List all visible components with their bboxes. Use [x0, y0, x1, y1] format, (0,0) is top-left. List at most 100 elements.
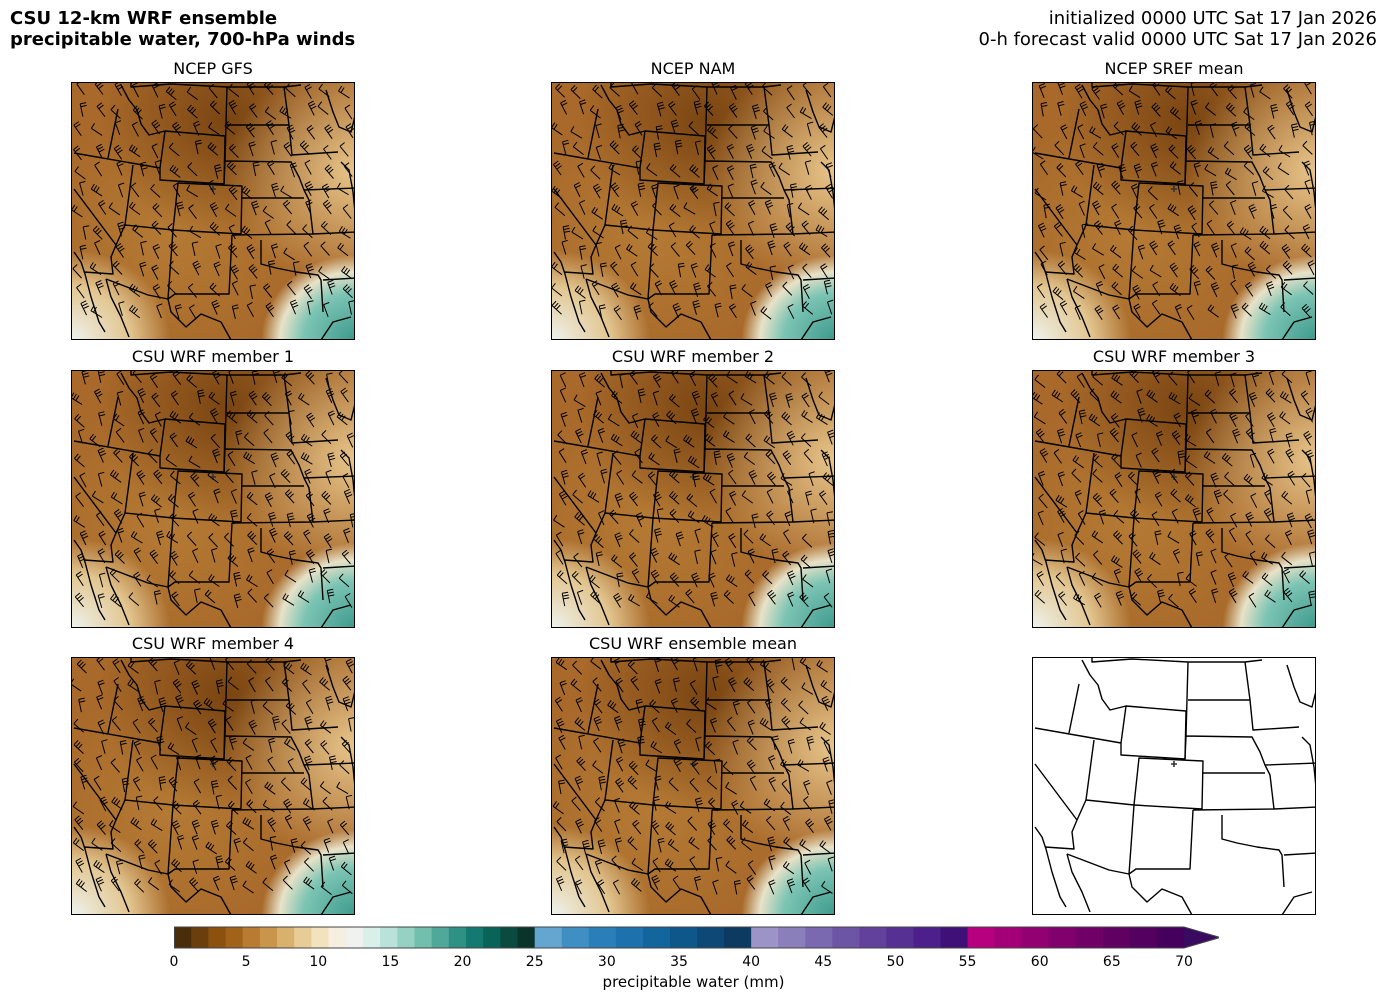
wind-barb [1282, 205, 1293, 221]
wind-barb [711, 82, 720, 95]
wind-barb [558, 734, 566, 750]
wind-barb [283, 798, 293, 814]
wind-barb [727, 469, 737, 485]
wind-barb [151, 220, 162, 235]
wind-barb [226, 161, 237, 176]
wind-barb [1150, 161, 1159, 177]
wind-barb [173, 659, 180, 675]
wind-barb [345, 658, 355, 674]
wind-barb [614, 244, 622, 260]
wind-barb [303, 876, 315, 890]
colorbar-swatch [483, 927, 501, 948]
wind-barb [1230, 279, 1239, 295]
wind-barb [323, 508, 331, 524]
panel-title: CSU WRF member 2 [611, 347, 775, 366]
wind-barb [781, 779, 791, 795]
wind-barb [74, 815, 84, 831]
wind-barb [555, 657, 568, 671]
colorbar-tick-label: 30 [597, 954, 616, 970]
wind-barb [1113, 121, 1124, 136]
wind-barb [185, 435, 198, 449]
wind-barb [336, 411, 348, 426]
wind-barb [1032, 391, 1043, 405]
wind-barb [170, 470, 181, 485]
wind-barb [620, 219, 628, 235]
wind-barb [573, 182, 582, 198]
wind-barb [729, 490, 737, 506]
wind-barb [224, 120, 236, 135]
wind-barb [304, 468, 312, 484]
wind-barb [211, 547, 218, 563]
panel-frame [71, 82, 355, 340]
wind-barb [270, 139, 277, 155]
wind-barb [136, 756, 144, 772]
wind-barb [192, 859, 199, 875]
wind-barb [1151, 447, 1160, 463]
wind-barb [1209, 408, 1218, 424]
wind-barb [1132, 284, 1142, 300]
wind-barb [249, 284, 256, 300]
wind-barb [251, 470, 258, 485]
wind-barb [282, 199, 293, 215]
wind-barb [633, 304, 642, 320]
wind-barb [110, 758, 120, 773]
wind-barb [627, 660, 638, 675]
wind-barb [267, 160, 275, 175]
wind-barb [650, 547, 659, 563]
colorbar-swatch [615, 927, 644, 948]
wind-barb [571, 226, 584, 240]
wind-barb [1302, 224, 1311, 240]
wind-barb [780, 698, 791, 713]
wind-barb [90, 123, 103, 136]
wind-barb [282, 875, 293, 890]
wind-barb [666, 410, 677, 425]
wind-barb [341, 549, 351, 565]
wind-barb [614, 837, 623, 853]
wind-barbs [551, 82, 835, 321]
title-line-2: precipitable water, 700-hPa winds [10, 29, 356, 50]
wind-barb [771, 735, 780, 751]
wind-barb [745, 261, 757, 276]
wind-barb [212, 875, 221, 891]
wind-barb [304, 857, 314, 872]
wind-barb [1171, 430, 1181, 445]
wind-barb [1070, 185, 1083, 198]
wind-barb [580, 449, 589, 465]
wind-barb [128, 592, 140, 606]
wind-barb [129, 304, 141, 319]
wind-barb [703, 101, 714, 116]
wind-barb [1170, 488, 1181, 503]
wind-barb [635, 160, 643, 175]
wind-barb [805, 490, 813, 506]
wind-barb [768, 879, 776, 895]
wind-barb [551, 300, 562, 315]
wind-barb [82, 225, 90, 240]
wind-barb [1282, 568, 1291, 584]
wind-barb [1088, 413, 1101, 427]
wind-barb [651, 434, 662, 449]
wind-barb [269, 473, 276, 489]
wind-barb [612, 879, 621, 895]
panel-frame [1032, 370, 1316, 628]
wind-barb [731, 552, 738, 567]
wind-barb [558, 490, 568, 506]
wind-barb [687, 510, 700, 524]
wind-barb [1165, 85, 1176, 100]
wind-barb [1227, 84, 1237, 100]
colorbar-swatch [913, 927, 942, 948]
wind-barb [1169, 468, 1179, 484]
wind-barb [110, 104, 121, 119]
wind-barb [647, 241, 658, 256]
wind-barb [707, 836, 717, 851]
wind-barb [652, 201, 662, 216]
panel-title: CSU WRF member 1 [131, 347, 295, 366]
wind-barb [326, 372, 333, 388]
wind-barb [1242, 570, 1254, 584]
wind-barb [801, 372, 812, 387]
wind-barb [1081, 223, 1088, 238]
wind-barb [806, 735, 815, 751]
wind-barb [578, 299, 586, 315]
wind-barb [615, 756, 624, 772]
wind-barb [248, 264, 258, 279]
wind-barb [1137, 407, 1146, 423]
